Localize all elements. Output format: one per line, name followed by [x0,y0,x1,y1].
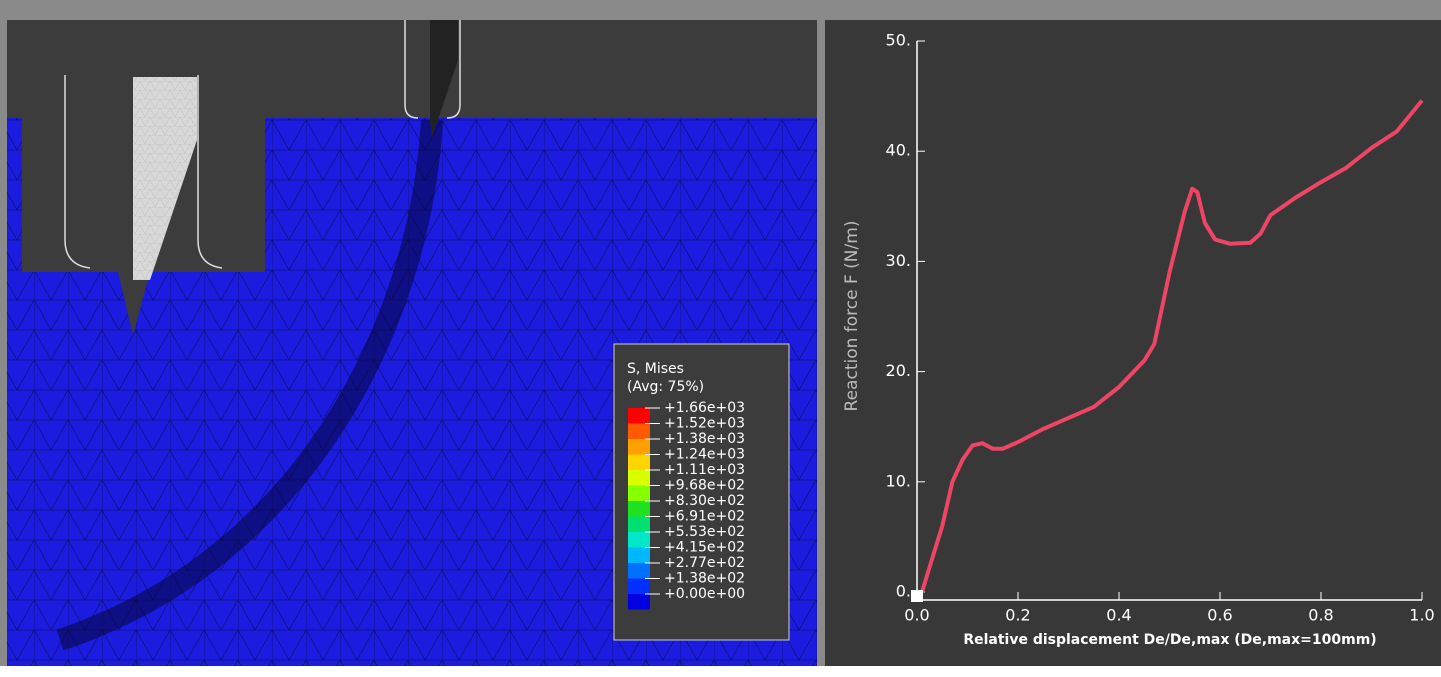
legend-swatch [628,439,650,455]
legend-label: +5.53e+02 [664,524,745,540]
legend-swatch [628,408,650,424]
y-tick-label: 40. [886,141,911,160]
legend-swatch [628,563,650,579]
y-tick-label: 10. [886,471,911,490]
legend-swatch [628,455,650,471]
legend-swatch [628,532,650,548]
x-tick-label: 0.2 [1005,606,1030,625]
y-tick-label: 0. [896,582,911,601]
page: S, Mises (Avg: 75%) +1.66e+03+1.52e+03+1… [0,0,1441,673]
contour-legend: S, Mises (Avg: 75%) +1.66e+03+1.52e+03+1… [614,344,789,640]
legend-label: +1.24e+03 [664,447,745,463]
legend-swatch [628,470,650,486]
legend-label: +1.11e+03 [664,462,745,478]
legend-label: +4.15e+02 [664,540,745,556]
legend-swatch [628,501,650,517]
x-tick-label: 0.0 [904,606,929,625]
legend-swatch [628,594,650,610]
legend-label: +6.91e+02 [664,509,745,525]
legend-label: +2.77e+02 [664,555,745,571]
screen: S, Mises (Avg: 75%) +1.66e+03+1.52e+03+1… [0,0,1441,673]
x-tick-label: 0.4 [1106,606,1131,625]
legend-label: +1.38e+03 [664,431,745,447]
legend-swatch [628,424,650,440]
legend-swatch [628,517,650,533]
legend-swatch [628,579,650,595]
y-tick-label: 20. [886,361,911,380]
legend-swatch [628,486,650,502]
x-tick-label: 1.0 [1409,606,1434,625]
legend-subtitle: (Avg: 75%) [627,379,704,395]
x-tick-label: 0.8 [1308,606,1333,625]
legend-label: +9.68e+02 [664,478,745,494]
x-tick-label: 0.6 [1207,606,1232,625]
legend-swatch [628,548,650,564]
legend-label: +1.52e+03 [664,416,745,432]
y-axis-title: Reaction force F (N/m) [842,221,862,412]
y-tick-label: 30. [886,251,911,270]
legend-label: +8.30e+02 [664,493,745,509]
legend-label: +1.66e+03 [664,400,745,416]
legend-label: +0.00e+00 [664,586,745,602]
origin-marker [911,590,923,602]
legend-title: S, Mises [627,361,684,377]
y-tick-label: 50. [886,31,911,50]
x-axis-title: Relative displacement De/De,max (De,max=… [963,632,1376,648]
legend-label: +1.38e+02 [664,571,745,587]
